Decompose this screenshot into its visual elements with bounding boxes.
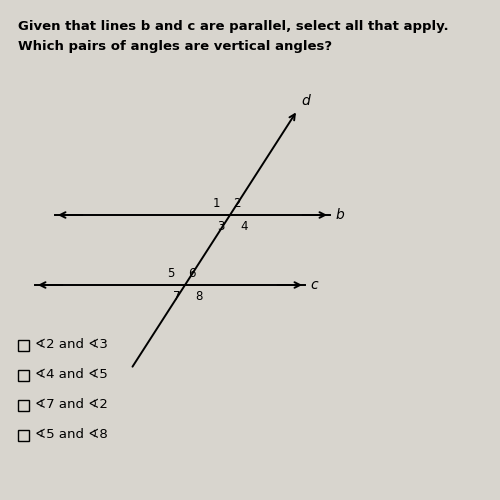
Text: ∢4 and ∢5: ∢4 and ∢5 <box>35 368 108 380</box>
Text: 2: 2 <box>233 197 240 210</box>
Text: Given that lines b and c are parallel, select all that apply.: Given that lines b and c are parallel, s… <box>18 20 448 33</box>
Text: 4: 4 <box>240 220 248 233</box>
Text: 1: 1 <box>212 197 220 210</box>
Text: d: d <box>302 94 310 108</box>
Text: c: c <box>310 278 318 292</box>
Text: ∢5 and ∢8: ∢5 and ∢8 <box>35 428 108 440</box>
Text: 6: 6 <box>188 267 196 280</box>
Text: 7: 7 <box>172 290 180 303</box>
Text: 5: 5 <box>168 267 175 280</box>
Text: ∢7 and ∢2: ∢7 and ∢2 <box>35 398 108 410</box>
Bar <box>18 370 29 380</box>
Text: ∢2 and ∢3: ∢2 and ∢3 <box>35 338 108 350</box>
Text: 3: 3 <box>218 220 225 233</box>
Text: 8: 8 <box>195 290 202 303</box>
Text: Which pairs of angles are vertical angles?: Which pairs of angles are vertical angle… <box>18 40 332 53</box>
Bar <box>18 430 29 440</box>
Bar <box>18 400 29 410</box>
Bar <box>18 340 29 350</box>
Text: b: b <box>335 208 344 222</box>
